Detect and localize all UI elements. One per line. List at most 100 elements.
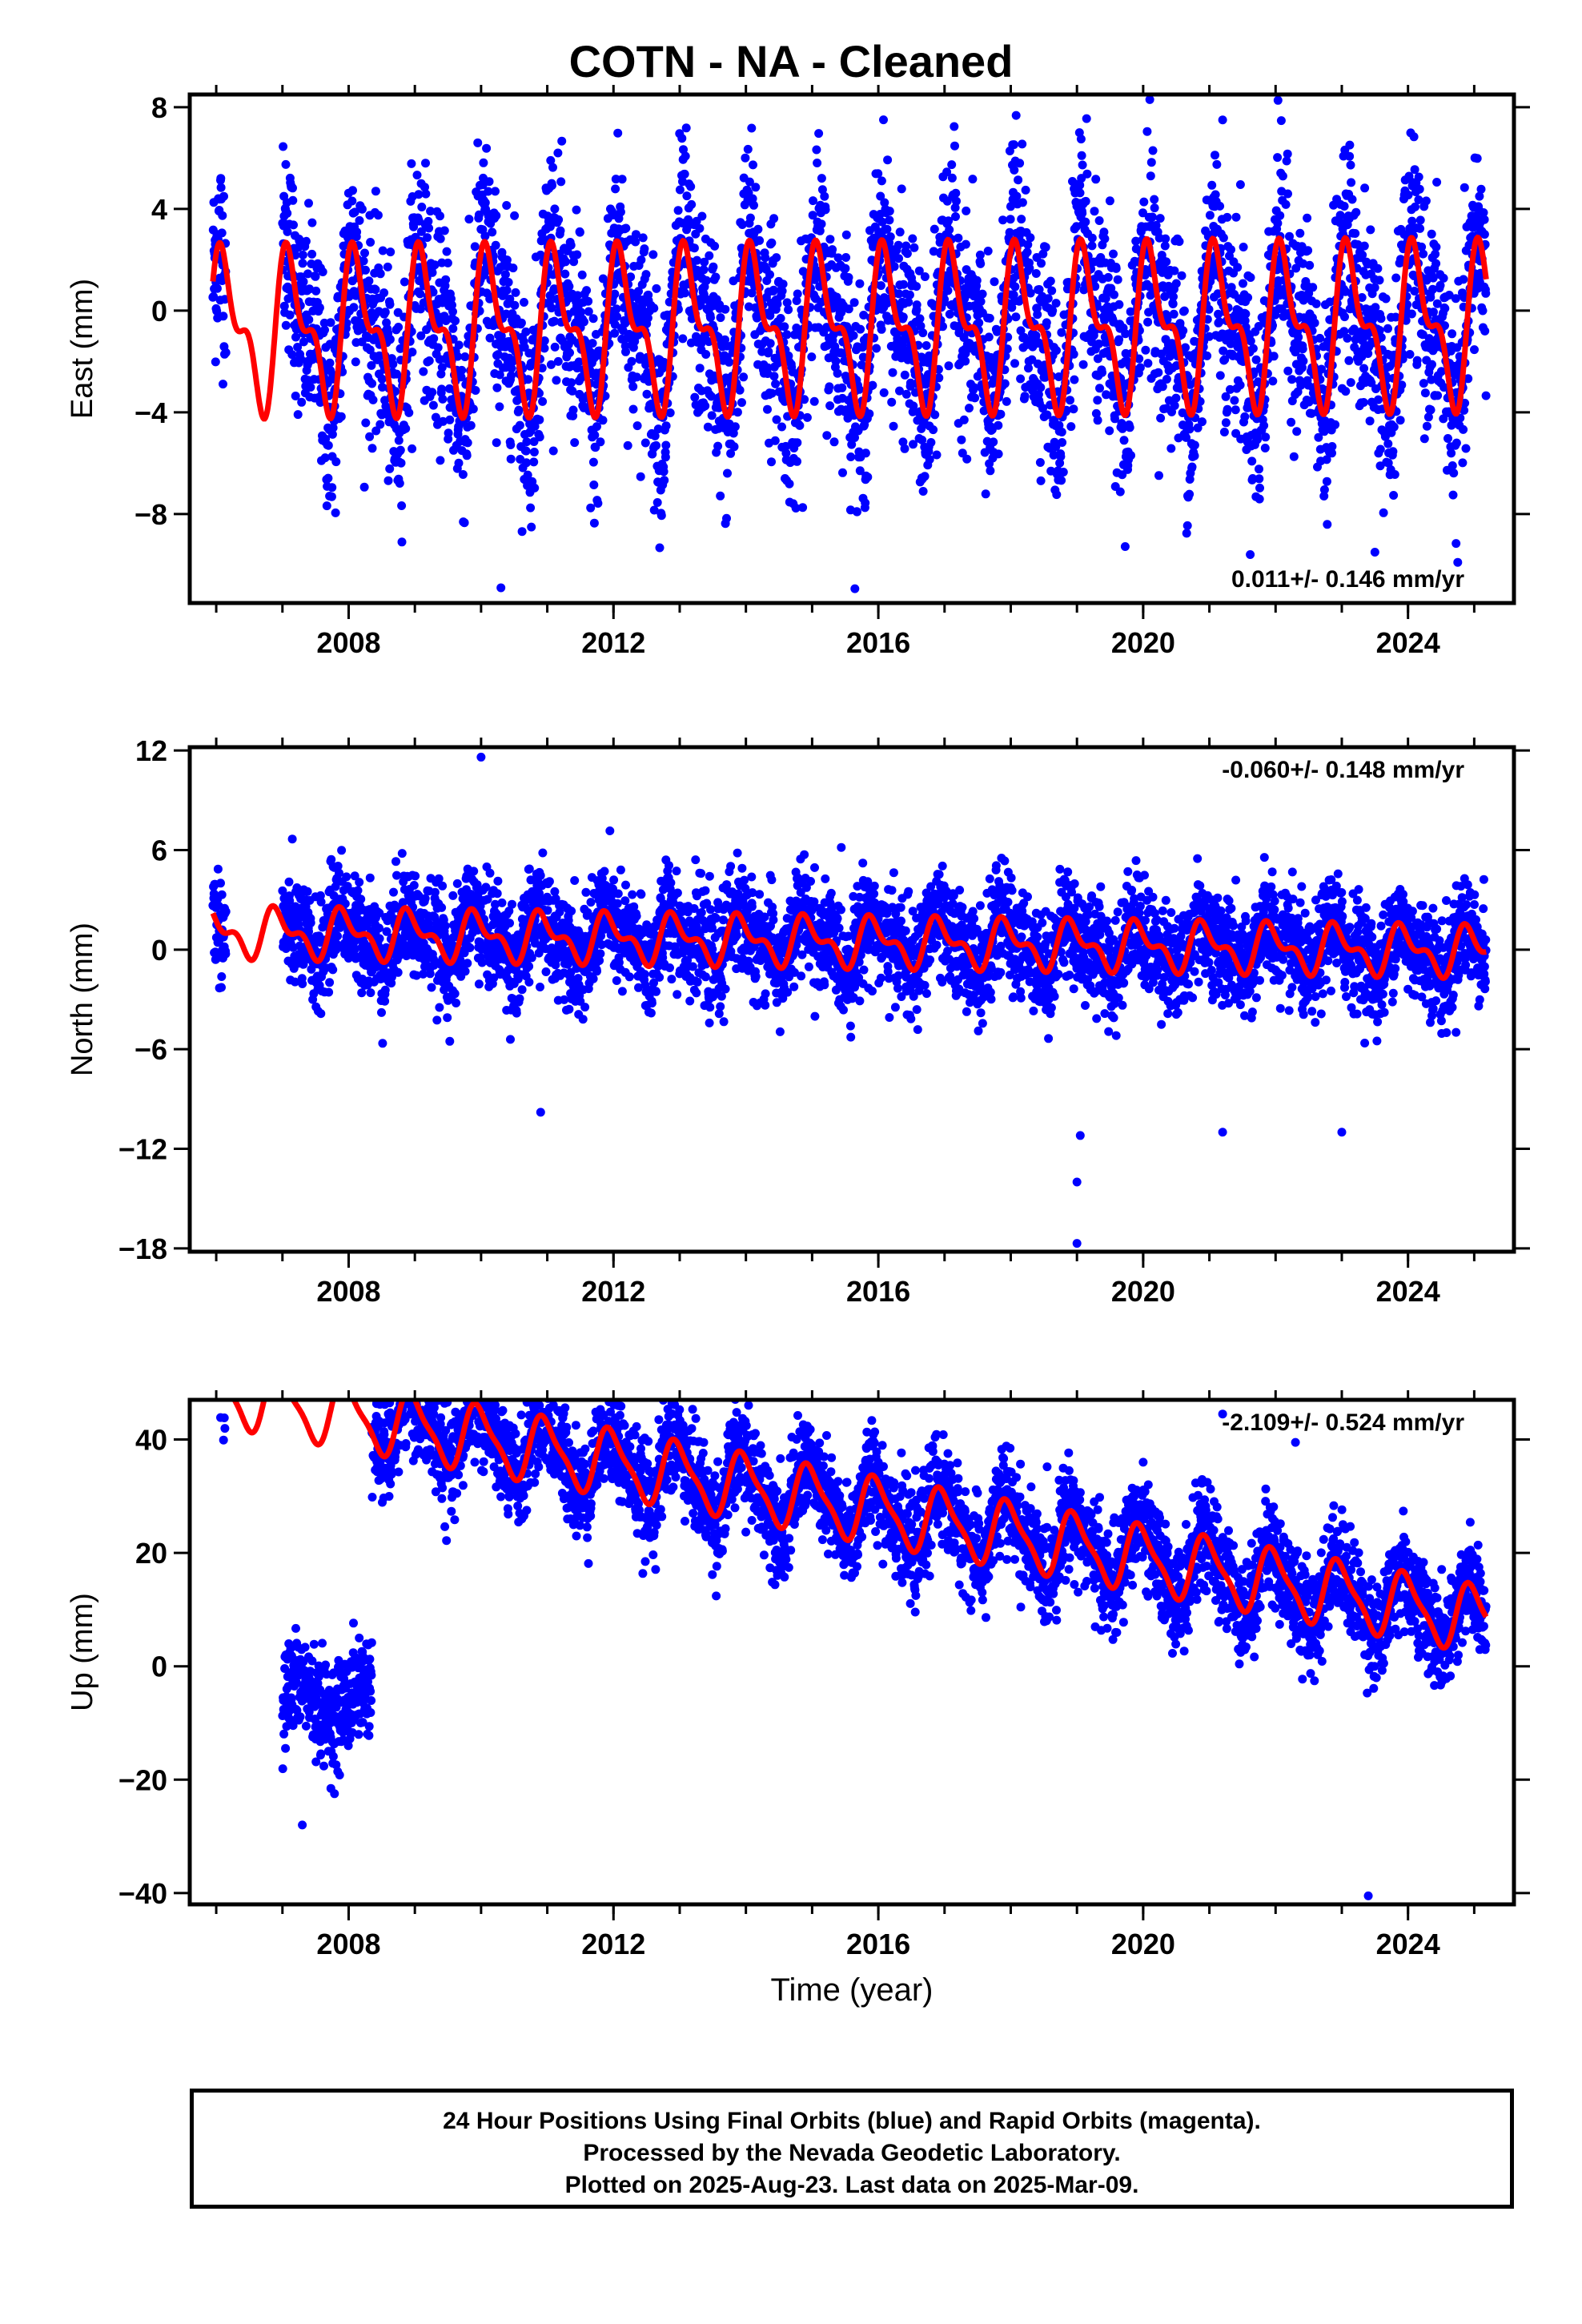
data-point	[331, 508, 340, 517]
data-point	[421, 159, 430, 168]
data-point	[770, 436, 780, 445]
data-point	[1135, 363, 1145, 372]
data-point	[1031, 331, 1041, 340]
data-point	[1460, 183, 1469, 192]
data-point	[921, 341, 931, 350]
data-point	[952, 196, 961, 206]
data-point	[640, 244, 649, 254]
data-point	[943, 286, 953, 296]
data-point	[725, 357, 734, 367]
x-tick-label: 2012	[581, 626, 645, 659]
data-point	[589, 480, 599, 489]
data-point	[1093, 416, 1102, 425]
data-point	[395, 479, 404, 488]
data-point	[1098, 368, 1106, 377]
data-point	[1033, 359, 1042, 368]
data-point	[401, 424, 411, 433]
data-point	[279, 142, 288, 151]
data-point	[1273, 153, 1283, 163]
data-point	[1115, 487, 1125, 497]
data-point	[548, 446, 558, 456]
data-point	[1389, 491, 1399, 500]
data-point	[367, 444, 377, 453]
data-point	[536, 250, 545, 259]
data-point	[1439, 273, 1448, 283]
data-point	[1219, 233, 1228, 243]
data-point	[1016, 326, 1026, 336]
data-point	[901, 389, 911, 399]
data-point	[838, 468, 847, 477]
data-point	[360, 248, 369, 258]
data-point	[730, 422, 740, 432]
data-point	[520, 298, 528, 307]
data-point	[337, 846, 347, 855]
data-point	[1240, 412, 1250, 421]
data-point	[898, 437, 908, 447]
data-point	[474, 210, 484, 219]
data-point	[1075, 180, 1085, 190]
data-point	[419, 367, 428, 376]
data-point	[507, 371, 516, 380]
data-point	[392, 369, 401, 379]
data-point	[1102, 390, 1111, 400]
data-point	[589, 518, 599, 528]
data-point	[1289, 452, 1299, 461]
data-point	[825, 382, 834, 392]
data-point	[737, 398, 746, 408]
data-point	[359, 482, 369, 492]
data-point	[1069, 404, 1078, 414]
data-point	[1179, 306, 1189, 316]
data-point	[460, 518, 469, 528]
data-point	[1247, 456, 1257, 466]
data-point	[281, 159, 291, 169]
data-point	[1090, 282, 1100, 292]
data-point	[950, 122, 959, 131]
data-point	[791, 504, 801, 513]
data-point	[1275, 211, 1285, 220]
data-point	[782, 330, 792, 340]
data-point	[1171, 279, 1181, 288]
data-point	[1174, 237, 1184, 247]
data-point	[1458, 458, 1468, 468]
data-point	[1082, 114, 1091, 123]
data-point	[352, 227, 362, 237]
data-point	[889, 421, 898, 431]
data-point	[327, 492, 336, 501]
data-point	[285, 310, 295, 320]
data-point	[502, 201, 512, 210]
data-point	[416, 289, 425, 299]
data-point	[687, 199, 697, 209]
data-point	[429, 334, 439, 344]
data-point	[1187, 462, 1197, 472]
data-point	[349, 303, 359, 312]
data-point	[877, 324, 886, 334]
data-point	[1105, 426, 1114, 436]
data-point	[557, 136, 567, 146]
data-point	[383, 476, 393, 485]
data-point	[216, 183, 226, 192]
data-point	[938, 322, 947, 332]
data-point	[1268, 376, 1278, 386]
data-point	[1051, 442, 1061, 452]
data-point	[1185, 489, 1195, 499]
data-point	[673, 206, 683, 215]
data-point	[495, 402, 504, 412]
y-tick-label: 4	[151, 193, 167, 226]
data-point	[1415, 223, 1425, 233]
data-point	[744, 302, 753, 312]
data-point	[1024, 364, 1033, 373]
data-point	[424, 216, 433, 226]
data-point	[480, 198, 490, 207]
data-point	[454, 340, 464, 350]
data-point	[813, 159, 822, 167]
data-point	[508, 263, 518, 273]
data-point	[926, 438, 936, 447]
data-point	[661, 421, 671, 431]
data-point	[1419, 379, 1428, 388]
data-point	[627, 356, 636, 366]
data-point	[511, 287, 520, 297]
data-point	[502, 286, 512, 295]
data-point	[930, 410, 940, 420]
data-point	[634, 287, 643, 296]
data-point	[431, 412, 440, 422]
